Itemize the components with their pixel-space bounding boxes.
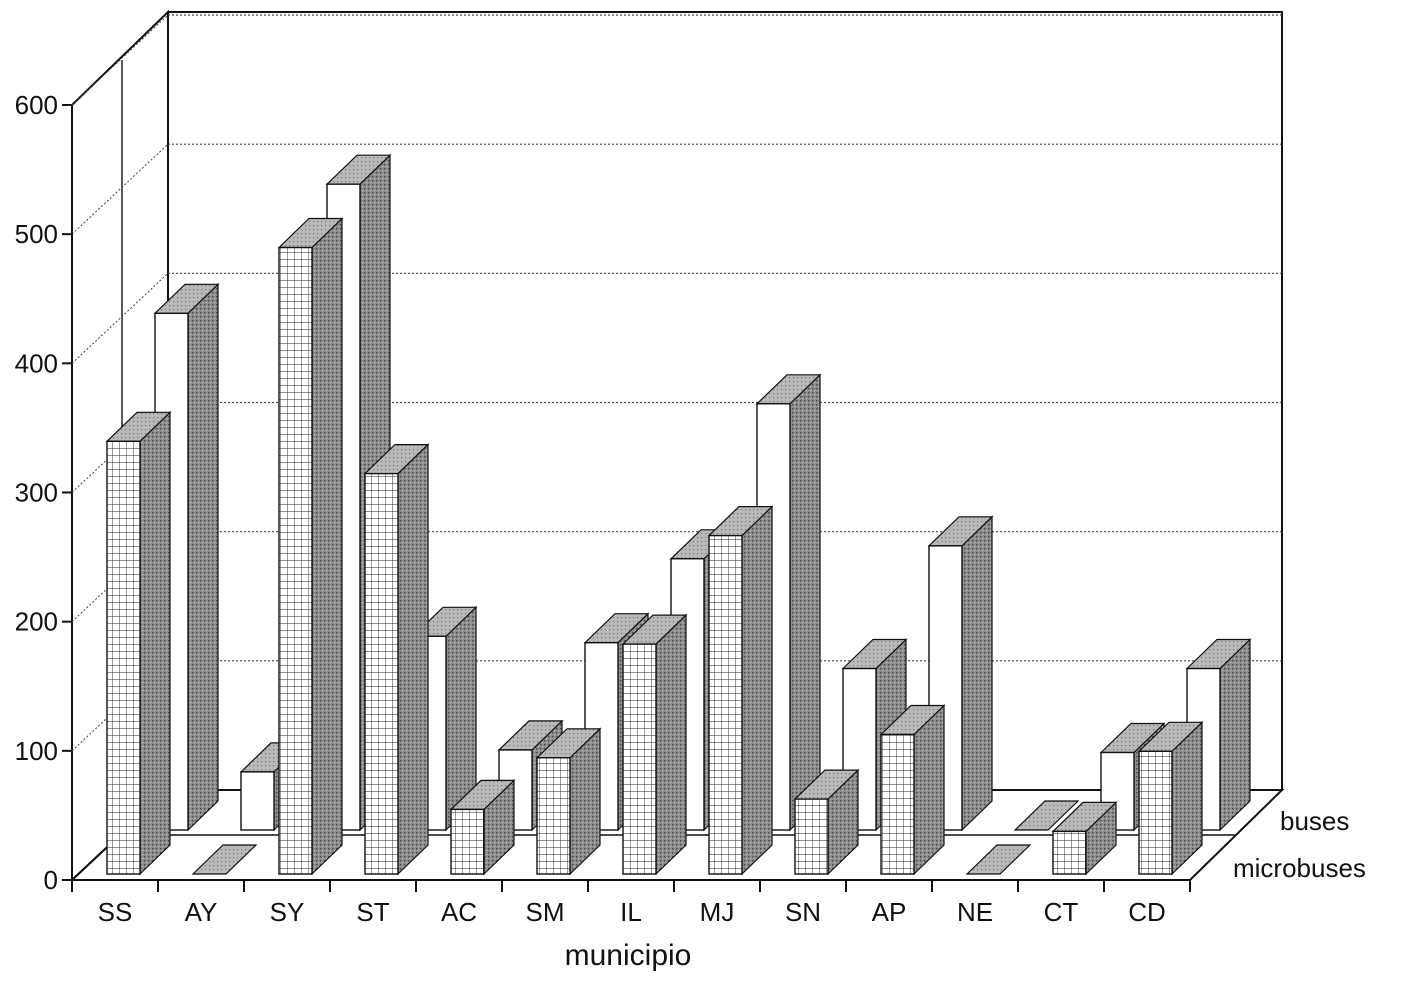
- bar-side-face: [311, 217, 343, 876]
- bar-flat-top: [1013, 800, 1080, 831]
- y-tick-label: 200: [15, 607, 58, 637]
- x-tick-label: MJ: [700, 897, 735, 927]
- bar-front-face: [364, 472, 399, 875]
- bar-microbuses-MJ: [707, 505, 774, 876]
- bar-front-face: [708, 534, 743, 875]
- bar-front-face: [240, 771, 275, 831]
- bar-side-face: [789, 373, 821, 832]
- bar-front-face: [794, 798, 829, 875]
- bar-microbuses-ST: [363, 443, 430, 876]
- bar-side-face: [961, 515, 993, 832]
- bar-front-face: [880, 733, 915, 875]
- bar-microbuses-SN: [793, 768, 860, 876]
- gridline-side: [71, 14, 169, 106]
- bars: [105, 153, 1252, 876]
- series-label-buses: buses: [1280, 806, 1349, 836]
- bar-front-face: [536, 757, 571, 875]
- x-tick-label: IL: [620, 897, 642, 927]
- bar-side-face: [655, 613, 687, 876]
- y-tick-label: 600: [15, 90, 58, 120]
- gridline-side: [71, 272, 169, 364]
- bar-microbuses-SY: [277, 217, 344, 876]
- bar-microbuses-CT: [1051, 800, 1118, 876]
- bar-microbuses-SM: [535, 727, 602, 876]
- bar-buses-NE: [1013, 800, 1080, 831]
- bar-side-face: [187, 282, 219, 832]
- x-tick-label: CD: [1128, 897, 1166, 927]
- x-tick-label: SY: [270, 897, 305, 927]
- y-axis: 0 100 200 300 400 500 600: [15, 90, 72, 895]
- bar-side-face: [1219, 638, 1251, 832]
- x-tick-label: SS: [98, 897, 133, 927]
- bar-flat-top: [191, 844, 258, 875]
- bar-microbuses-AC: [449, 778, 516, 876]
- gridline-side: [71, 143, 169, 235]
- bar-front-face: [622, 643, 657, 875]
- bar-buses-AP: [927, 515, 994, 832]
- y-tick-label: 500: [15, 219, 58, 249]
- y-tick-label: 400: [15, 348, 58, 378]
- bar-microbuses-NE: [965, 844, 1032, 875]
- bar-side-face: [139, 410, 171, 876]
- x-tick-label: NE: [957, 897, 993, 927]
- bar-buses-CD: [1185, 638, 1252, 832]
- bar-microbuses-SS: [105, 410, 172, 876]
- bar-front-face: [450, 808, 485, 875]
- bar-microbuses-AP: [879, 704, 946, 876]
- bar-microbuses-AY: [191, 844, 258, 875]
- y-tick-label: 300: [15, 478, 58, 508]
- bar-front-face: [106, 440, 141, 875]
- x-tick-label: AC: [441, 897, 477, 927]
- bar-microbuses-CD: [1137, 720, 1204, 876]
- bar-front-face: [278, 246, 313, 875]
- x-tick-label: SM: [526, 897, 565, 927]
- x-axis: SS AY SY ST AC SM IL MJ SN AP NE CT CD: [71, 880, 1191, 927]
- bar-side-face: [741, 505, 773, 876]
- x-tick-label: ST: [356, 897, 389, 927]
- bar-front-face: [1138, 750, 1173, 875]
- series-label-microbuses: microbuses: [1233, 853, 1366, 883]
- y-tick-label: 0: [44, 865, 58, 895]
- x-tick-label: CT: [1044, 897, 1079, 927]
- x-axis-title: municipio: [565, 939, 692, 972]
- y-tick-label: 100: [15, 736, 58, 766]
- bar-front-face: [1052, 830, 1087, 875]
- bar-side-face: [397, 443, 429, 876]
- x-tick-label: SN: [785, 897, 821, 927]
- x-tick-label: AP: [872, 897, 907, 927]
- x-tick-label: AY: [185, 897, 218, 927]
- bar-flat-top: [965, 844, 1032, 875]
- bar-microbuses-IL: [621, 613, 688, 876]
